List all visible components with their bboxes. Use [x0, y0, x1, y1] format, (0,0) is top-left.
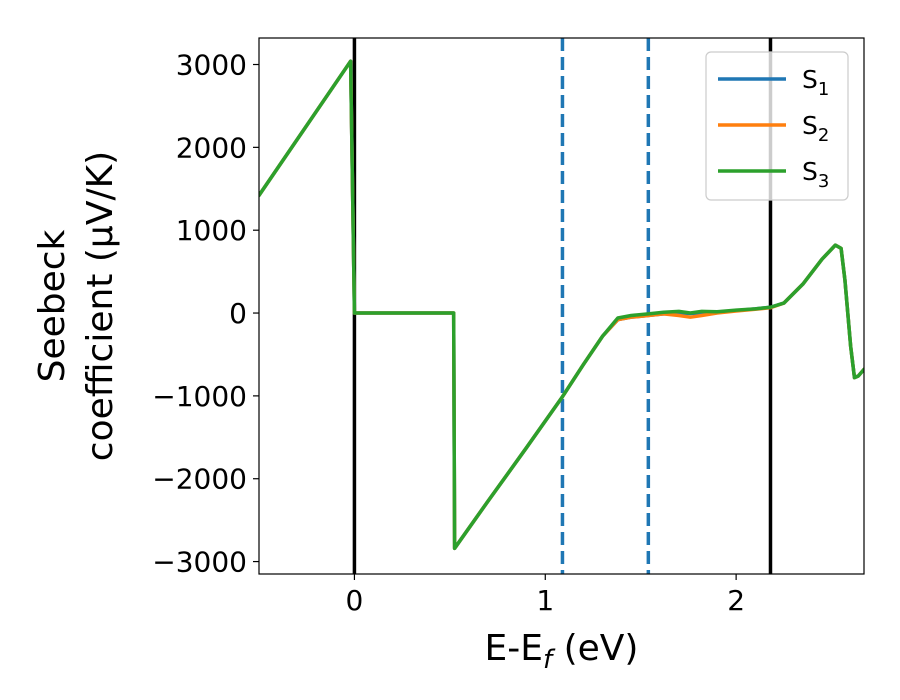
y-tick-label: 1000: [176, 214, 247, 247]
legend-label-s2: S2: [802, 111, 829, 146]
x-axis-label: E-Ef (eV): [485, 628, 639, 675]
axis-labels: E-Ef (eV) Seebeck coefficient (μV/K): [32, 151, 638, 675]
y-axis-label-line2: coefficient (μV/K): [80, 151, 121, 461]
y-tick-label: 3000: [176, 49, 247, 82]
y-tick-label: −2000: [152, 463, 247, 496]
series-line-s3: [259, 59, 864, 551]
x-tick-label: 2: [727, 584, 745, 617]
legend: S1 S2 S3: [705, 51, 849, 201]
x-tick-label: 0: [346, 584, 364, 617]
plot-frame: [258, 37, 865, 575]
y-tick-label: 0: [229, 297, 247, 330]
legend-label-s1: S1: [802, 65, 829, 100]
y-tick-label: 2000: [176, 131, 247, 164]
axis-ticks: 0 1 2 −3000 −2000 −1000 0 1000 2000 3000: [152, 49, 745, 617]
plot-data-layer: [259, 38, 864, 574]
y-axis-label-line1: Seebeck: [32, 229, 73, 382]
x-tick-label: 1: [536, 584, 554, 617]
y-tick-label: −1000: [152, 380, 247, 413]
legend-label-s3: S3: [802, 157, 829, 192]
y-tick-label: −3000: [152, 546, 247, 579]
